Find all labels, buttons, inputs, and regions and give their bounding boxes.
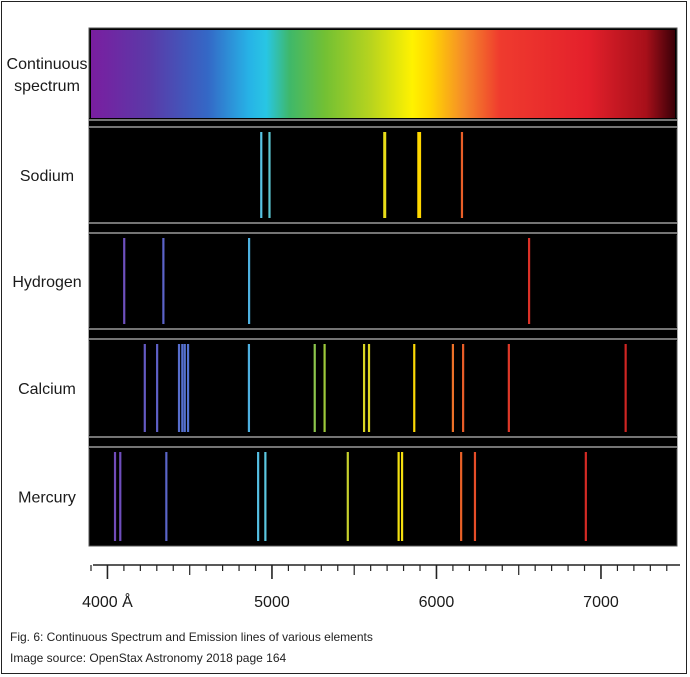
row-label: Mercury [18, 490, 76, 507]
row-label: Calcium [18, 381, 76, 398]
row-separator [89, 435, 677, 449]
image-source: Image source: OpenStax Astronomy 2018 pa… [10, 651, 287, 665]
row-label: Continuous [7, 56, 88, 73]
row-separators [89, 118, 677, 449]
row-labels: Continuous spectrum Sodium Hydrogen Calcium M… [7, 56, 88, 507]
tick-label: 5000 [254, 594, 290, 611]
spectrum-diagram: Continuous spectrum Sodium Hydrogen Calcium M… [7, 27, 680, 611]
row-label: Sodium [20, 168, 74, 185]
row-separator [89, 327, 677, 341]
wavelength-axis: 4000 Å 5000 6000 7000 [82, 564, 680, 611]
row-separator [89, 221, 677, 235]
row-label: spectrum [14, 78, 80, 95]
tick-label: 6000 [419, 594, 455, 611]
continuous-spectrum-band [91, 30, 675, 118]
row-label: Hydrogen [12, 274, 81, 291]
tick-label: 7000 [583, 594, 619, 611]
figure-caption: Fig. 6: Continuous Spectrum and Emission… [10, 630, 373, 644]
emission-lines [113, 132, 627, 541]
row-separator [89, 118, 677, 129]
tick-label: 4000 Å [82, 592, 133, 611]
